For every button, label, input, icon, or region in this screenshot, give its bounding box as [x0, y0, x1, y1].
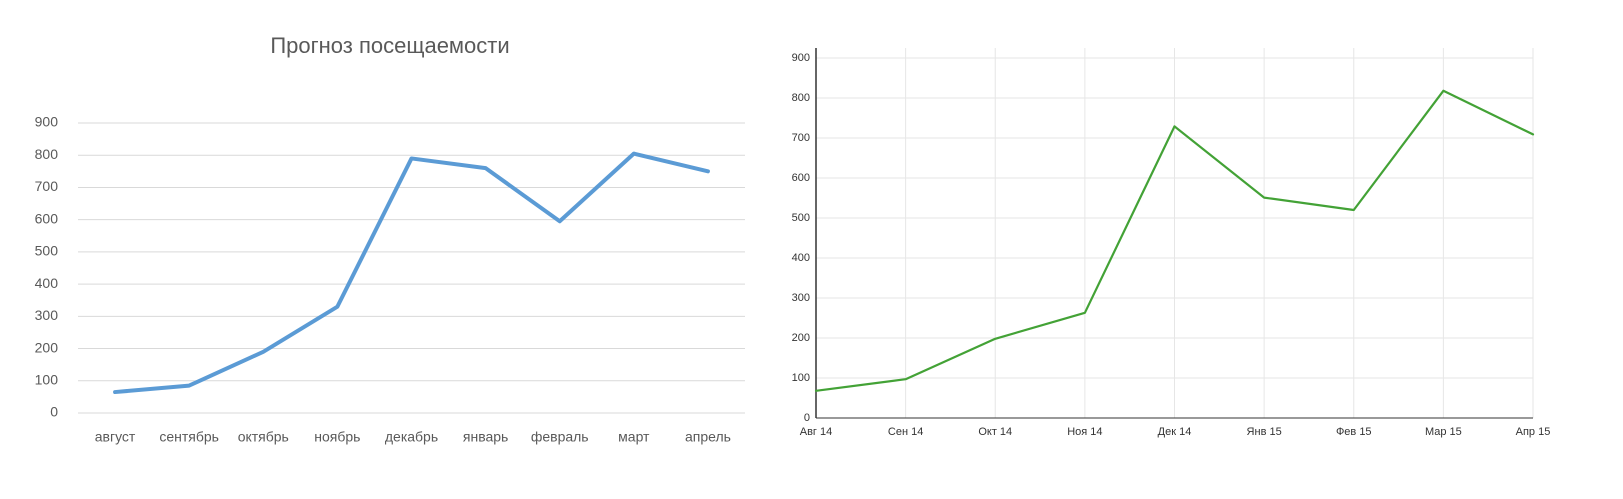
y-tick-label: 200 — [792, 332, 810, 344]
y-tick-label: 100 — [35, 371, 59, 387]
y-tick-label: 600 — [792, 172, 810, 184]
x-tick-label: август — [95, 429, 136, 445]
x-tick-label: февраль — [531, 429, 589, 445]
y-tick-label: 500 — [35, 243, 59, 259]
y-tick-label: 900 — [792, 52, 810, 64]
y-tick-label: 300 — [35, 307, 59, 323]
x-tick-label: ноябрь — [314, 429, 360, 445]
y-tick-label: 100 — [792, 372, 810, 384]
x-tick-label: Окт 14 — [978, 426, 1012, 438]
x-tick-label: Фев 15 — [1336, 426, 1372, 438]
y-tick-label: 800 — [35, 146, 59, 162]
y-tick-label: 900 — [35, 114, 59, 130]
y-tick-label: 300 — [792, 292, 810, 304]
x-tick-label: декабрь — [385, 429, 438, 445]
x-tick-label: Мар 15 — [1425, 426, 1462, 438]
x-tick-label: Авг 14 — [800, 426, 832, 438]
x-tick-label: Дек 14 — [1158, 426, 1192, 438]
x-tick-label: Ноя 14 — [1067, 426, 1102, 438]
chart-title: Прогноз посещаемости — [270, 33, 509, 58]
x-tick-label: апрель — [685, 429, 731, 445]
y-tick-label: 400 — [792, 252, 810, 264]
x-tick-label: октябрь — [238, 429, 289, 445]
y-tick-label: 200 — [35, 339, 59, 355]
y-tick-label: 400 — [35, 275, 59, 291]
line — [113, 151, 710, 395]
y-tick-label: 800 — [792, 92, 810, 104]
x-tick-label: Апр 15 — [1516, 426, 1551, 438]
x-tick-label: Сен 14 — [888, 426, 923, 438]
y-tick-label: 600 — [35, 210, 59, 226]
y-tick-label: 700 — [792, 132, 810, 144]
y-tick-label: 500 — [792, 212, 810, 224]
x-tick-label: январь — [463, 429, 508, 445]
line — [814, 89, 1535, 392]
x-tick-label: сентябрь — [159, 429, 219, 445]
y-tick-label: 0 — [804, 412, 810, 424]
x-tick-label: Янв 15 — [1247, 426, 1282, 438]
y-tick-label: 700 — [35, 178, 59, 194]
x-tick-label: март — [618, 429, 650, 445]
y-tick-label: 0 — [50, 404, 58, 420]
